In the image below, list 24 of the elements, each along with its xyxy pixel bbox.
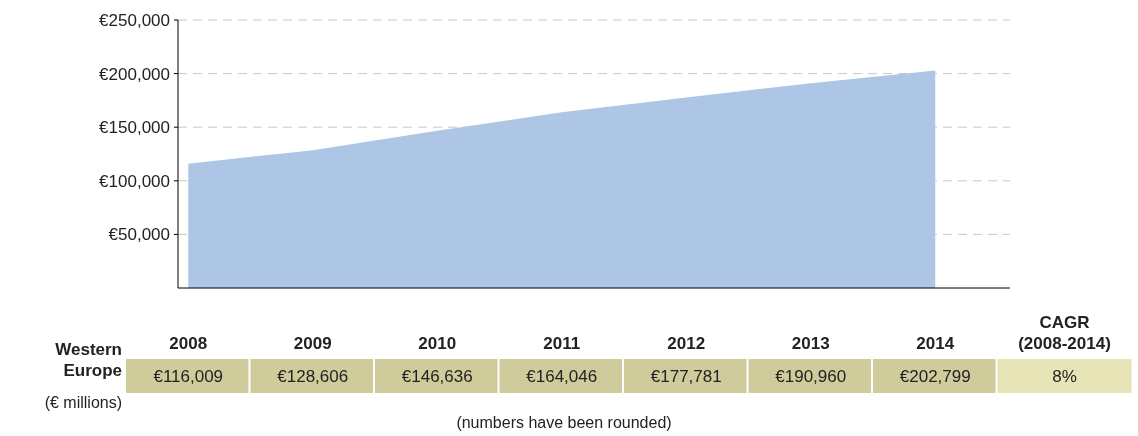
x-tick-label: 2013 [791,334,830,353]
y-tick-label: €50,000 [108,225,170,245]
x-tick-label: 2008 [169,334,208,353]
y-tick-label: €100,000 [99,171,170,191]
y-tick-label: €150,000 [99,118,170,138]
text: CAGR (2008-2014) [1018,313,1111,353]
x-tick-label: 2009 [293,334,332,353]
y-axis-title: (€ millions) [44,394,122,411]
text: 8% [1052,366,1077,386]
x-tick-label: 2014 [916,334,955,353]
data-label: €177,781 [650,366,722,386]
data-label: €190,960 [775,366,847,386]
text: Western Europe [55,340,122,380]
x-tick-label: 2012 [667,334,706,353]
data-label: €202,799 [899,366,971,386]
text: (numbers have been rounded) [456,414,672,431]
data-label: €164,046 [526,366,598,386]
y-tick-label: €250,000 [99,10,170,30]
x-tick-label: 2011 [543,334,581,353]
x-tick-label: 2010 [418,334,457,353]
data-label: €116,009 [153,366,224,386]
y-tick-label: €200,000 [99,64,170,84]
data-label: €128,606 [277,366,349,386]
data-label: €146,636 [401,366,473,386]
